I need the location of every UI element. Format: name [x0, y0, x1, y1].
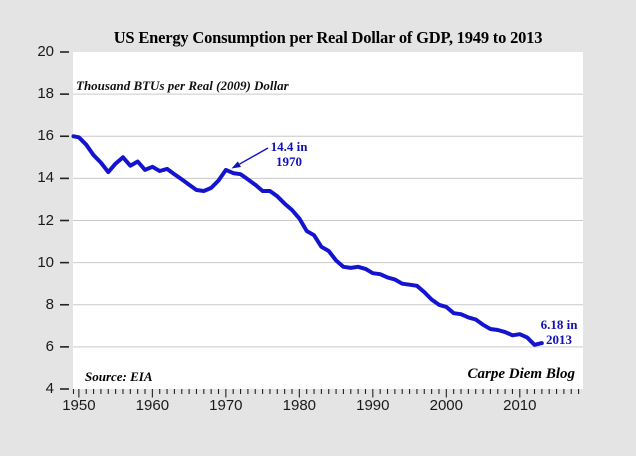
- energy-intensity-line: [71, 134, 544, 347]
- x-tick-label: 1990: [356, 397, 390, 414]
- annotation-arrow: [231, 147, 269, 169]
- annotation-peak-line1: 14.4 in: [270, 139, 308, 154]
- y-tick-label: 14: [37, 169, 54, 187]
- chart-subtitle: Thousand BTUs per Real (2009) Dollar: [76, 78, 289, 93]
- y-tick-label: 18: [37, 85, 54, 103]
- y-tick-label: 20: [37, 43, 54, 60]
- x-tick-label: 2010: [503, 397, 537, 414]
- y-tick-label: 10: [37, 253, 54, 271]
- credit-blog-name: Carpe Diem Blog: [467, 366, 576, 382]
- x-tick-label: 1950: [62, 397, 96, 414]
- x-tick-label: 1960: [135, 397, 170, 414]
- annotation-peak-1970: 14.4 in 1970: [249, 139, 329, 169]
- x-tick-label: 1970: [209, 397, 243, 414]
- y-tick-label: 8: [45, 295, 54, 313]
- annotation-end-2013: 6.18 in 2013: [519, 317, 599, 347]
- annotation-peak-line2: 1970: [276, 154, 302, 169]
- x-tick-label: 1980: [282, 397, 317, 414]
- annotation-end-line2: 2013: [546, 332, 572, 347]
- x-tick-label: 2000: [429, 397, 463, 414]
- x-axis-ticks: [72, 389, 580, 398]
- annotation-end-line1: 6.18 in: [540, 317, 578, 332]
- source-note: Source: EIA: [85, 369, 153, 384]
- y-tick-label: 4: [45, 380, 54, 397]
- y-tick-label: 12: [37, 211, 54, 229]
- y-axis-ticks: [60, 51, 69, 390]
- gridlines: [73, 93, 583, 348]
- y-tick-label: 6: [45, 337, 54, 355]
- chart-title: US Energy Consumption per Real Dollar of…: [113, 28, 543, 47]
- y-tick-label: 16: [37, 127, 54, 145]
